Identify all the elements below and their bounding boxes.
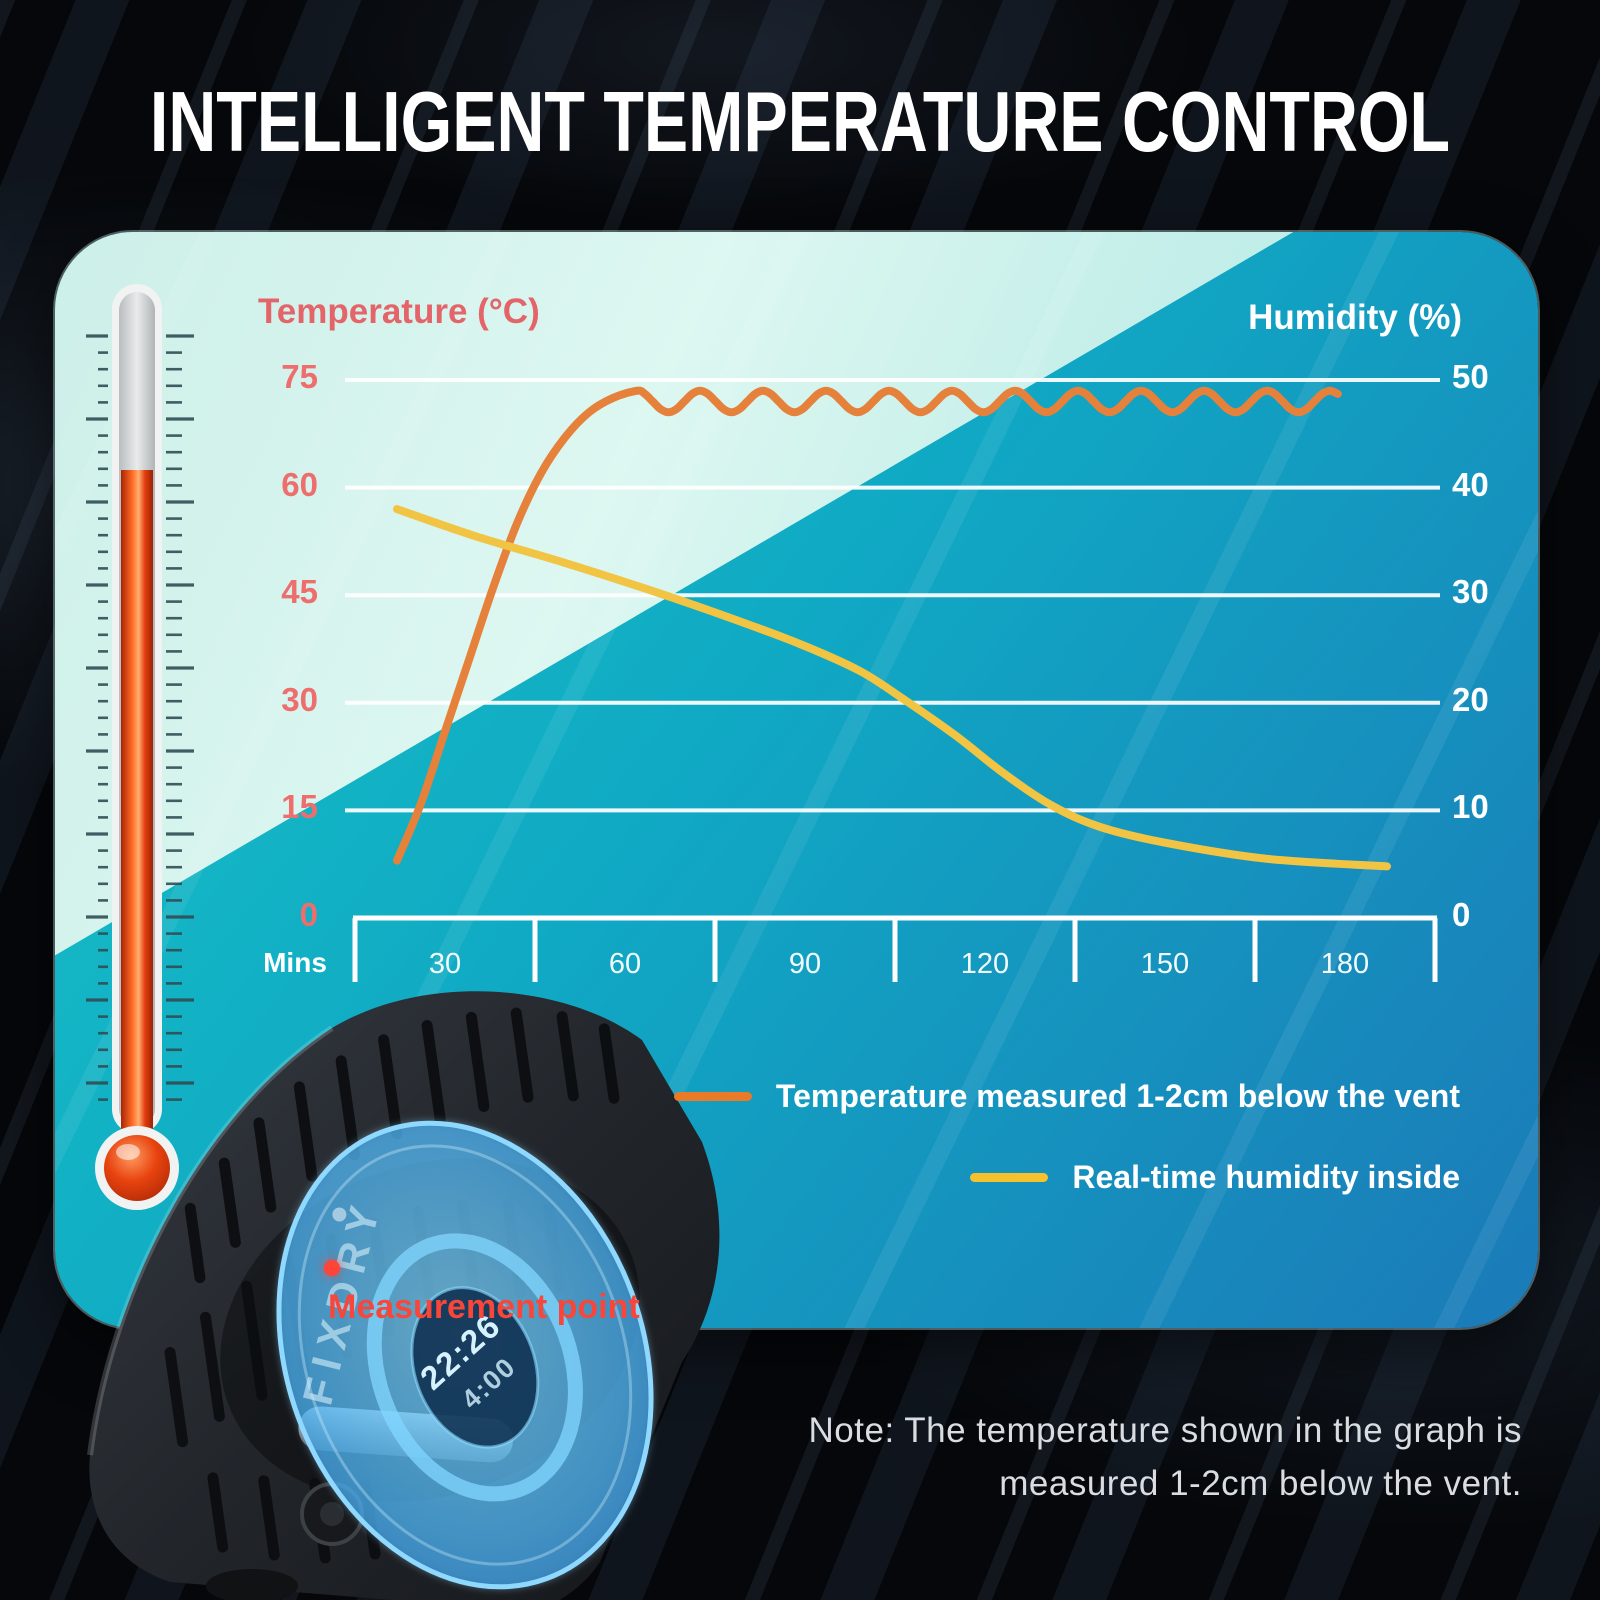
vent-slot xyxy=(421,1020,446,1126)
legend-item-temperature: Temperature measured 1-2cm below the ven… xyxy=(673,1078,1460,1115)
dryer-device: 22:26 4:00 FIXDRY xyxy=(87,991,720,1600)
device-screw-center xyxy=(320,1502,344,1526)
temp-axis-tick-label: 45 xyxy=(281,573,318,611)
disc-display xyxy=(410,1286,540,1449)
vent-slot xyxy=(207,1472,229,1553)
temp-axis-tick-label: 15 xyxy=(281,788,318,826)
thermometer-fluid-column xyxy=(121,470,153,1143)
vent-slot xyxy=(184,1202,206,1284)
vent-slot xyxy=(335,1055,360,1161)
legend-item-humidity: Real-time humidity inside xyxy=(970,1159,1460,1196)
vent-slot xyxy=(378,1034,403,1140)
footnote-line-2: measured 1-2cm below the vent. xyxy=(999,1464,1522,1503)
temperature-axis-title: Temperature (°C) xyxy=(258,292,540,331)
disc-sparkle xyxy=(332,1207,347,1222)
x-axis-tick-label: 90 xyxy=(788,948,822,980)
measurement-point-label: Measurement point xyxy=(328,1288,640,1326)
vent-slot xyxy=(465,1011,490,1112)
temperature-legend-label: Temperature measured 1-2cm below the ven… xyxy=(775,1078,1460,1114)
vent-slot xyxy=(258,1475,280,1561)
humidity-legend-label: Real-time humidity inside xyxy=(1072,1159,1460,1195)
x-axis-tick-label: 150 xyxy=(1140,948,1190,980)
vent-slot xyxy=(510,1007,534,1103)
humidity-axis-tick-label: 40 xyxy=(1452,465,1489,503)
vent-slot xyxy=(253,1117,277,1213)
vent-slot xyxy=(241,1280,268,1401)
vent-slot xyxy=(556,1011,579,1102)
chart-legend: Temperature measured 1-2cm below the ven… xyxy=(673,1078,1460,1196)
page-title: INTELLIGENT TEMPERATURE CONTROL xyxy=(149,73,1451,170)
temp-axis-tick-label: 30 xyxy=(281,680,318,718)
chart-gridlines xyxy=(345,378,1440,813)
x-axis-tick-label: 60 xyxy=(608,948,642,980)
vent-slot xyxy=(293,1081,318,1182)
disc-ring xyxy=(366,1233,583,1502)
humidity-axis-tick-label: 0 xyxy=(1452,896,1471,933)
vent-slot xyxy=(164,1347,189,1448)
humidity-axis-tick-label: 50 xyxy=(1452,358,1489,395)
x-axis-tick-label: 30 xyxy=(428,948,462,980)
humidity-axis-tick-label: 10 xyxy=(1452,788,1489,826)
disc-inner-rim xyxy=(297,1144,633,1566)
vent-slot xyxy=(200,1311,225,1422)
device-foot xyxy=(206,1569,298,1600)
humidity-axis-title: Humidity (%) xyxy=(1248,298,1462,337)
humidity-axis-tick-label: 20 xyxy=(1452,680,1489,718)
device-edge-highlight xyxy=(87,1025,334,1456)
humidity-curve xyxy=(393,505,1391,871)
footnote-line-1: Note: The temperature shown in the graph… xyxy=(808,1411,1522,1450)
humidity-legend-swatch xyxy=(970,1173,1049,1182)
vent-slot xyxy=(218,1157,241,1248)
x-axis-unit-label: Mins xyxy=(263,947,327,978)
temp-axis-tick-label: 75 xyxy=(281,358,318,395)
device-disc-lid: 22:26 4:00 FIXDRY xyxy=(276,1120,654,1590)
thermometer-ticks xyxy=(86,334,194,1101)
x-axis-tick-label: 120 xyxy=(960,948,1010,980)
vent-slot xyxy=(598,1023,620,1104)
temperature-curve xyxy=(393,386,1342,865)
temp-axis-tick-label: 0 xyxy=(299,896,318,933)
humidity-axis-tick-label: 30 xyxy=(1452,573,1489,611)
thermometer-bulb-highlight xyxy=(116,1144,140,1160)
footnote: Note: The temperature shown in the graph… xyxy=(809,1404,1522,1510)
measurement-point-dot xyxy=(324,1260,340,1276)
temperature-legend-swatch xyxy=(673,1092,752,1101)
chart-x-axis xyxy=(352,915,1438,982)
x-axis-tick-label: 180 xyxy=(1320,948,1370,980)
temp-axis-tick-label: 60 xyxy=(281,465,318,503)
thermometer-bulb xyxy=(104,1135,170,1201)
thermometer-illustration xyxy=(86,284,194,1210)
